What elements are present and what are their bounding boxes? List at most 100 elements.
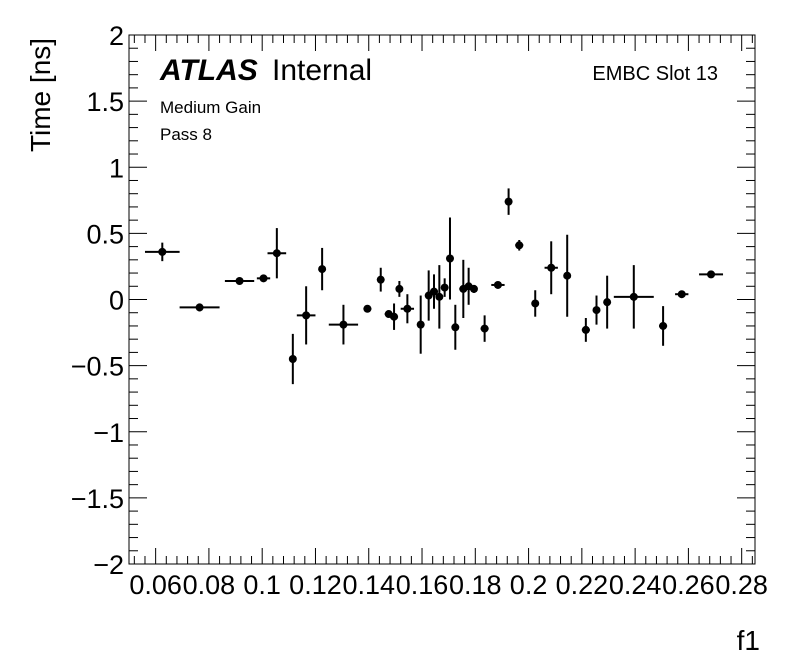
point-marker	[318, 265, 327, 274]
point-marker	[259, 274, 268, 283]
x-tick-label: 0.28	[715, 570, 768, 600]
point-marker	[677, 290, 686, 299]
data-point	[416, 295, 425, 354]
y-tick-label: 2	[109, 21, 124, 51]
x-tick-label: 0.24	[609, 570, 662, 600]
point-marker	[531, 299, 540, 308]
slot-label: EMBC Slot 13	[592, 63, 718, 85]
y-tick-label: 1	[109, 153, 124, 183]
x-tick-label: 0.06	[129, 570, 182, 600]
x-tick-label: 0.16	[396, 570, 449, 600]
data-point	[424, 270, 433, 321]
x-tick-label: 0.08	[183, 570, 236, 600]
internal-label: Internal	[272, 54, 372, 87]
data-point	[699, 270, 724, 279]
point-marker	[563, 271, 572, 280]
point-marker	[504, 197, 513, 206]
y-tick-labels: 2 1.5 1 0.5 0 −0.5 −1 −1.5 −2	[71, 21, 124, 580]
data-point	[581, 318, 590, 342]
data-point	[328, 304, 359, 345]
point-marker	[403, 304, 412, 313]
point-marker	[603, 298, 612, 307]
point-marker	[707, 270, 716, 279]
point-marker	[581, 325, 590, 334]
point-marker	[435, 292, 444, 301]
x-tick-labels: 0.06 0.08 0.1 0.12 0.14 0.16 0.18 0.2 0.22 0.24 0.…	[129, 570, 768, 600]
data-point	[376, 267, 385, 292]
data-point	[363, 304, 372, 313]
point-marker	[416, 320, 425, 329]
point-marker	[469, 284, 478, 293]
point-marker	[430, 287, 439, 296]
data-point	[267, 228, 287, 279]
y-tick-label: 1.5	[86, 87, 124, 117]
data-point	[531, 290, 540, 317]
x-tick-label: 0.18	[449, 570, 502, 600]
x-tick-label: 0.1	[243, 570, 281, 600]
data-point	[613, 265, 654, 329]
data-point	[445, 217, 454, 300]
x-tick-label: 0.26	[662, 570, 715, 600]
point-marker	[363, 304, 372, 313]
point-marker	[451, 323, 460, 332]
data-point	[318, 247, 327, 291]
data-point	[491, 280, 505, 289]
data-point	[592, 295, 601, 325]
y-tick-label: −1	[93, 418, 124, 448]
point-marker	[547, 263, 556, 272]
atlas-label: ATLAS	[159, 54, 258, 87]
point-marker	[376, 275, 385, 284]
data-point	[400, 294, 415, 324]
x-tick-label: 0.12	[289, 570, 342, 600]
point-marker	[592, 306, 601, 315]
y-tick-label: −0.5	[71, 352, 124, 382]
x-tick-label: 0.14	[342, 570, 395, 600]
data-point	[256, 274, 271, 283]
data-points	[144, 188, 724, 385]
data-point	[469, 284, 478, 293]
point-marker	[440, 283, 449, 292]
axis-ticks	[129, 34, 755, 565]
data-point	[515, 239, 524, 251]
data-point	[430, 274, 439, 309]
point-marker	[659, 321, 668, 330]
point-marker	[445, 254, 454, 263]
point-marker	[302, 311, 311, 320]
data-point	[675, 290, 689, 299]
data-point	[296, 286, 316, 345]
point-marker	[395, 284, 404, 293]
data-point	[288, 333, 297, 385]
data-point	[563, 234, 572, 317]
data-point	[390, 303, 399, 330]
data-point	[440, 278, 449, 297]
data-point	[395, 280, 404, 297]
data-point	[480, 315, 489, 342]
point-marker	[195, 303, 204, 312]
data-point	[544, 241, 558, 295]
y-tick-label: −2	[93, 550, 124, 580]
y-axis-title: Time [ns]	[25, 38, 56, 152]
x-tick-label: 0.22	[556, 570, 609, 600]
point-marker	[272, 249, 281, 258]
point-marker	[390, 312, 399, 321]
data-point	[451, 304, 460, 350]
pass-label: Pass 8	[160, 125, 212, 144]
data-point	[144, 242, 180, 262]
gain-label: Medium Gain	[160, 98, 261, 117]
data-point	[504, 188, 513, 215]
y-tick-label: 0.5	[86, 219, 124, 249]
data-point	[179, 303, 220, 312]
point-marker	[480, 324, 489, 333]
x-tick-label: 0.2	[510, 570, 548, 600]
y-tick-label: 0	[109, 286, 124, 316]
x-axis-title: f1	[737, 625, 760, 656]
point-marker	[158, 247, 167, 256]
point-marker	[288, 355, 297, 364]
data-point	[435, 265, 444, 329]
point-marker	[339, 320, 348, 329]
data-point	[659, 306, 668, 346]
data-point	[603, 275, 612, 329]
data-point	[224, 276, 255, 285]
point-marker	[235, 276, 244, 285]
